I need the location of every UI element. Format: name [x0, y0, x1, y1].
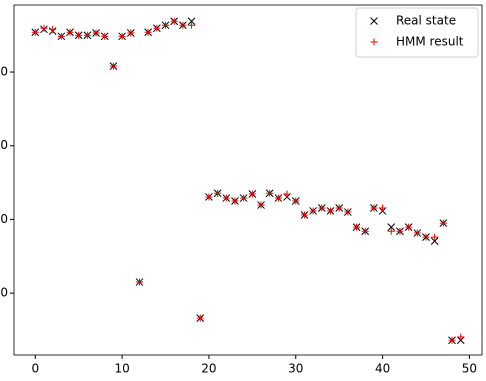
- point: [379, 204, 387, 212]
- point: [153, 24, 161, 32]
- point: [83, 31, 91, 39]
- point: [179, 21, 187, 29]
- point: [162, 21, 170, 29]
- point: [57, 32, 65, 40]
- point: [257, 201, 265, 209]
- x-tick-label: 10: [114, 362, 129, 376]
- plot-frame: [13, 4, 483, 356]
- point: [75, 31, 83, 39]
- point: [353, 223, 361, 231]
- point: [387, 223, 396, 232]
- point: [66, 28, 74, 36]
- point: [300, 211, 308, 219]
- point: [396, 227, 404, 235]
- legend-label: HMM result: [396, 35, 464, 49]
- point: [248, 190, 256, 198]
- point: [118, 32, 126, 40]
- legend-marker: [370, 38, 378, 46]
- x-tick-label: 50: [462, 362, 477, 376]
- point: [196, 314, 204, 322]
- point: [439, 219, 447, 227]
- point: [127, 29, 135, 37]
- point: [387, 227, 395, 235]
- point: [109, 62, 117, 70]
- point: [266, 189, 274, 197]
- point: [222, 194, 230, 202]
- point: [31, 28, 39, 36]
- x-tick-label: 30: [288, 362, 303, 376]
- point: [326, 207, 334, 215]
- x-tick-label: 40: [375, 362, 390, 376]
- point: [240, 194, 248, 202]
- point: [101, 32, 109, 40]
- point: [144, 28, 152, 36]
- point: [274, 194, 282, 202]
- point: [370, 204, 378, 212]
- point: [318, 204, 326, 212]
- point: [188, 21, 196, 29]
- y-tick-label: 80: [0, 65, 8, 79]
- point: [457, 333, 465, 341]
- y-tick-label: 40: [0, 212, 8, 226]
- point: [40, 24, 48, 32]
- point: [231, 197, 239, 205]
- point: [422, 233, 430, 241]
- point: [309, 207, 317, 215]
- legend-label: Real state: [396, 14, 456, 28]
- legend-marker: [370, 17, 378, 25]
- point: [205, 193, 213, 201]
- point: [448, 336, 456, 344]
- point: [430, 237, 439, 246]
- point: [361, 227, 369, 235]
- point: [214, 189, 222, 197]
- point: [335, 204, 343, 212]
- y-tick-label: 60: [0, 138, 8, 152]
- x-tick-label: 0: [31, 362, 39, 376]
- point: [292, 197, 300, 205]
- y-tick-label: 20: [0, 286, 8, 300]
- legend-box: [355, 7, 479, 58]
- point: [413, 229, 421, 237]
- point: [92, 29, 100, 37]
- point: [405, 223, 413, 231]
- x-tick-label: 20: [201, 362, 216, 376]
- point: [170, 17, 178, 25]
- point: [187, 17, 196, 26]
- point: [344, 208, 352, 216]
- point: [283, 190, 291, 198]
- point: [431, 233, 439, 241]
- point: [135, 278, 143, 286]
- point: [49, 25, 57, 33]
